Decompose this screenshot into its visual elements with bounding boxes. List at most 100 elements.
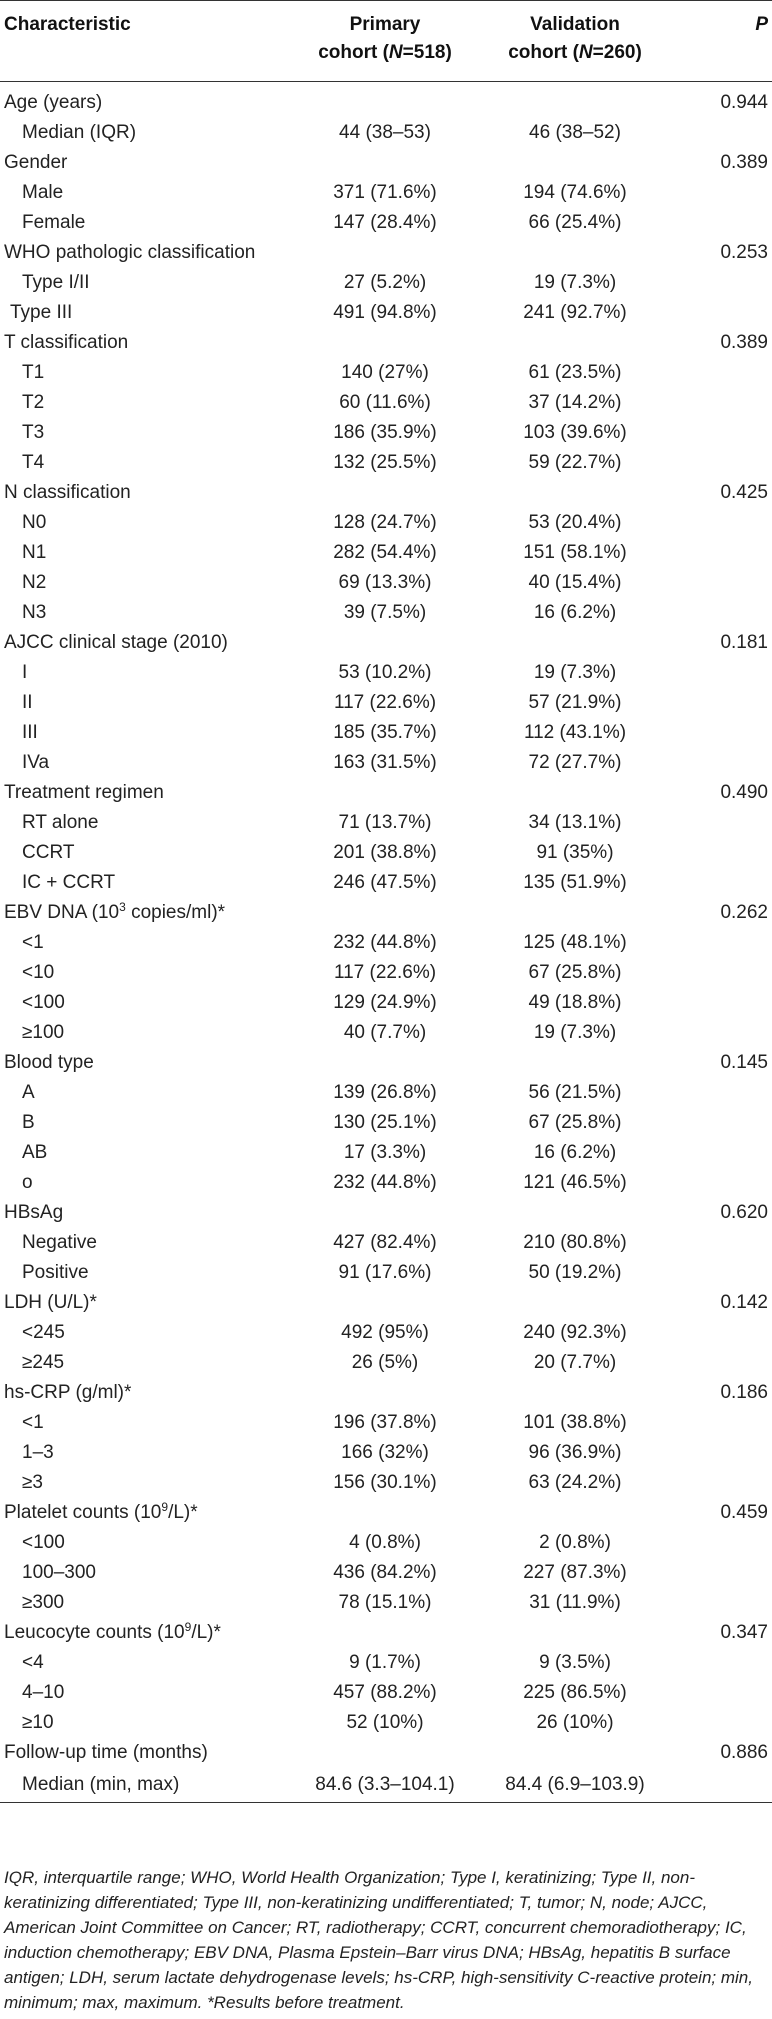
p-value (670, 1438, 772, 1468)
header-validation-line2-pre: cohort ( (508, 42, 579, 63)
p-value: 0.253 (720, 242, 768, 263)
validation-cohort-value: 50 (19.2%) (528, 1262, 622, 1283)
validation-cohort-value (480, 148, 670, 178)
validation-cohort-value: 56 (21.5%) (528, 1082, 622, 1103)
primary-cohort-value: 4 (0.8%) (349, 1532, 421, 1553)
row-label-text: Blood type (4, 1052, 94, 1073)
p-value (670, 298, 772, 328)
validation-cohort-value (480, 238, 670, 268)
validation-cohort-value: 66 (25.4%) (528, 212, 622, 233)
p-value (670, 1648, 772, 1678)
header-primary-line2-pre: cohort ( (318, 42, 389, 63)
row-label-superscript: 9 (161, 1500, 169, 1514)
row-label: Male (0, 178, 290, 208)
row-label: AB (0, 1138, 290, 1168)
primary-cohort-value: 492 (95%) (341, 1322, 429, 1343)
header-p-value: P (670, 0, 772, 82)
row-label: ≥245 (0, 1348, 290, 1378)
row-label-text: N3 (22, 602, 47, 623)
table-row: <245 492 (95%) 240 (92.3%) (0, 1318, 772, 1348)
table-body: Age (years) 0.944 Median (IQR) 44 (38–53) 46… (0, 82, 772, 1803)
row-label-text: ≥245 (22, 1352, 65, 1373)
table-row-section: Treatment regimen 0.490 (0, 778, 772, 808)
row-label: T2 (0, 388, 290, 418)
p-value (670, 1258, 772, 1288)
table-row: Type III 491 (94.8%) 241 (92.7%) (0, 298, 772, 328)
row-label: ≥100 (0, 1018, 290, 1048)
validation-cohort-value (480, 328, 670, 358)
row-label: T1 (0, 358, 290, 388)
row-label-text: Median (min, max) (22, 1774, 180, 1795)
row-label: 4–10 (0, 1678, 290, 1708)
primary-cohort-value (290, 238, 480, 268)
table-row-section: EBV DNA (103 copies/ml)* 0.262 (0, 898, 772, 928)
row-label-text: <1 (22, 932, 44, 953)
validation-cohort-value (480, 1048, 670, 1078)
primary-cohort-value: 457 (88.2%) (333, 1682, 437, 1703)
validation-cohort-value: 67 (25.8%) (528, 962, 622, 983)
table-row: Female 147 (28.4%) 66 (25.4%) (0, 208, 772, 238)
table-row: <4 9 (1.7%) 9 (3.5%) (0, 1648, 772, 1678)
p-value (670, 1228, 772, 1258)
primary-cohort-value: 84.6 (3.3–104.1) (290, 1768, 480, 1803)
table-row: II 117 (22.6%) 57 (21.9%) (0, 688, 772, 718)
table-row: I 53 (10.2%) 19 (7.3%) (0, 658, 772, 688)
header-row: Characteristic Primary cohort (N=518) Va… (0, 0, 772, 82)
row-label: Leucocyte counts (109/L)* (0, 1618, 290, 1648)
primary-cohort-value: 130 (25.1%) (333, 1112, 437, 1133)
p-value (670, 1078, 772, 1108)
p-value (670, 1318, 772, 1348)
validation-cohort-value: 19 (7.3%) (533, 272, 617, 293)
row-label: <4 (0, 1648, 290, 1678)
p-value: 0.620 (720, 1202, 768, 1223)
table-row: N3 39 (7.5%) 16 (6.2%) (0, 598, 772, 628)
row-label: T4 (0, 448, 290, 478)
primary-cohort-value: 78 (15.1%) (338, 1592, 432, 1613)
table-row-section: N classification 0.425 (0, 478, 772, 508)
p-value: 0.425 (720, 482, 768, 503)
table-row: 4–10 457 (88.2%) 225 (86.5%) (0, 1678, 772, 1708)
row-label: III (0, 718, 290, 748)
table-row: CCRT 201 (38.8%) 91 (35%) (0, 838, 772, 868)
row-label-text: Treatment regimen (4, 782, 164, 803)
table-row: N0 128 (24.7%) 53 (20.4%) (0, 508, 772, 538)
row-label-text: o (22, 1172, 33, 1193)
row-label-text: ≥3 (22, 1472, 43, 1493)
p-value (670, 1468, 772, 1498)
row-label: Female (0, 208, 290, 238)
table-row-section: HBsAg 0.620 (0, 1198, 772, 1228)
table-row: Median (min, max) 84.6 (3.3–104.1) 84.4 (6… (0, 1768, 772, 1803)
p-value (670, 1558, 772, 1588)
p-value (670, 868, 772, 898)
row-label-text: RT alone (22, 812, 99, 833)
row-label-text: Gender (4, 152, 68, 173)
p-value (670, 1588, 772, 1618)
validation-cohort-value: 16 (6.2%) (533, 1142, 617, 1163)
characteristics-table: Characteristic Primary cohort (N=518) Va… (0, 0, 772, 1803)
primary-cohort-value: 140 (27%) (341, 362, 429, 383)
primary-cohort-value: 163 (31.5%) (333, 752, 437, 773)
p-value (670, 1108, 772, 1138)
row-label-text: N classification (4, 482, 131, 503)
row-label-text: AJCC clinical stage (2010) (4, 632, 228, 653)
row-label-suffix: copies/ml)* (125, 902, 226, 923)
p-value (670, 718, 772, 748)
validation-cohort-value: 112 (43.1%) (523, 722, 627, 743)
primary-cohort-value: 186 (35.9%) (333, 422, 437, 443)
primary-cohort-value: 427 (82.4%) (333, 1232, 437, 1253)
p-value (670, 1528, 772, 1558)
primary-cohort-value: 129 (24.9%) (333, 992, 437, 1013)
row-label-text: B (22, 1112, 35, 1133)
validation-cohort-value: 53 (20.4%) (528, 512, 622, 533)
p-value (670, 1168, 772, 1198)
primary-cohort-value: 27 (5.2%) (343, 272, 427, 293)
p-value: 0.181 (720, 632, 768, 653)
validation-cohort-value (480, 1618, 670, 1648)
row-label-text: Negative (22, 1232, 97, 1253)
row-label-text: A (22, 1082, 35, 1103)
table-row: IVa 163 (31.5%) 72 (27.7%) (0, 748, 772, 778)
table-row: AB 17 (3.3%) 16 (6.2%) (0, 1138, 772, 1168)
table-row: Median (IQR) 44 (38–53) 46 (38–52) (0, 118, 772, 148)
row-label: <100 (0, 1528, 290, 1558)
validation-cohort-value: 19 (7.3%) (533, 662, 617, 683)
